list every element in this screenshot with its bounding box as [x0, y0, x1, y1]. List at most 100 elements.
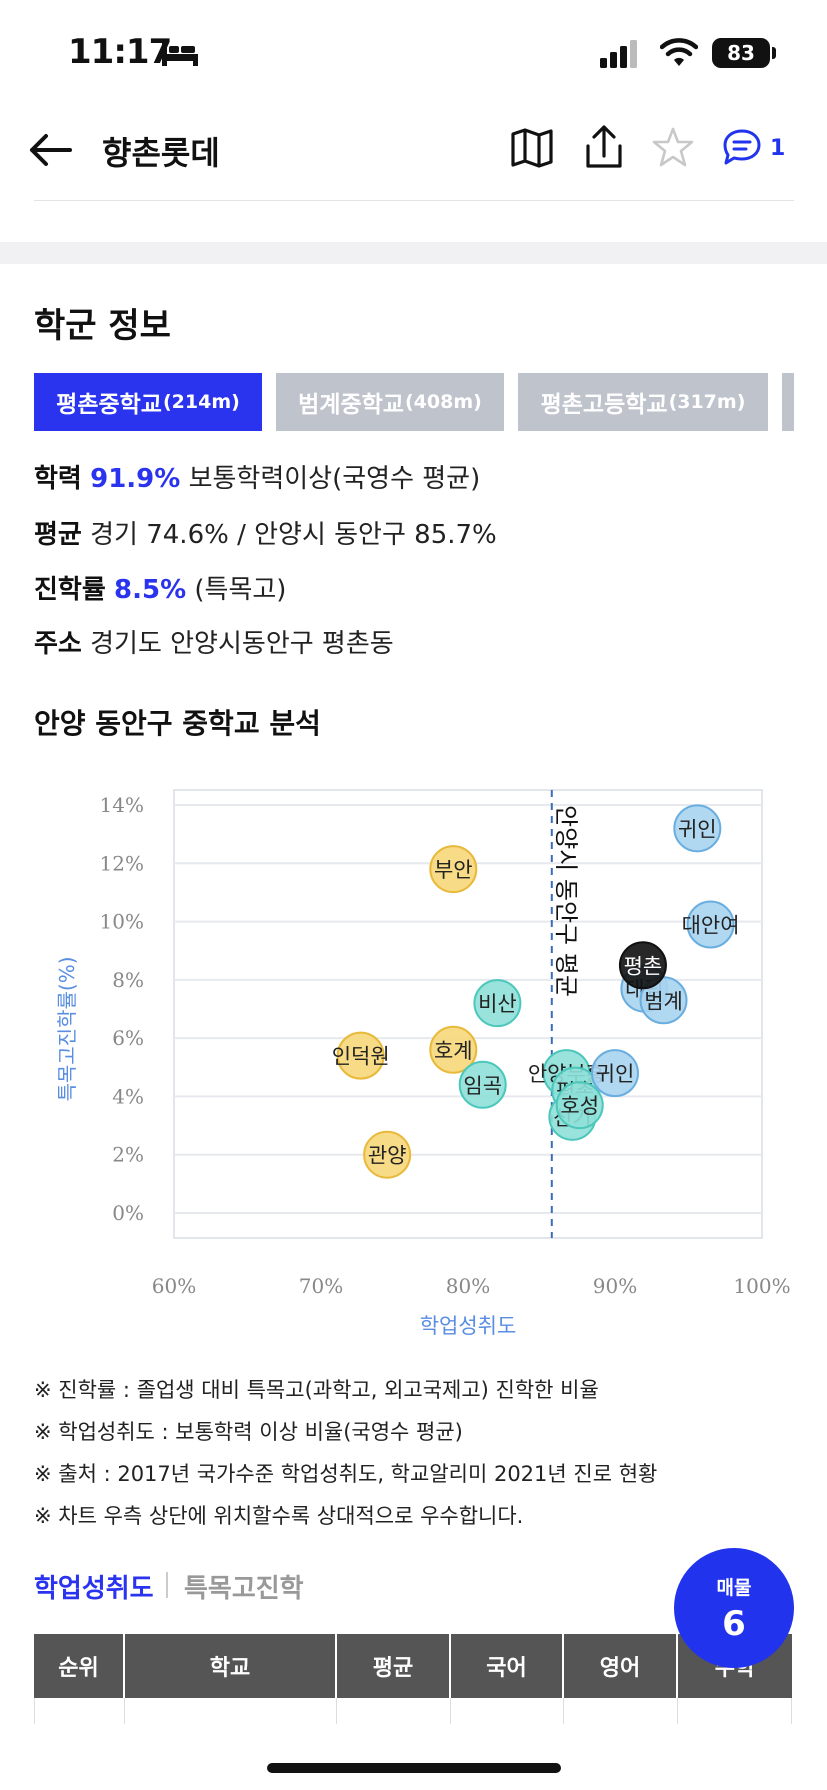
scatter-chart: 0% 2% 4% 6% 8% 10% 12% 14% 60% 70% 80% 90% 100% 안양시…	[55, 789, 791, 1338]
ranking-table: 순위 학교 평균 국어 영어 수학	[34, 1634, 792, 1724]
data-point: 평촌	[618, 941, 667, 990]
point-marker	[336, 1031, 385, 1080]
data-point: 귀인	[673, 804, 722, 853]
school-tab-pyeongchon-high[interactable]: 평촌고등학교 (317m)	[518, 373, 768, 431]
point-marker	[458, 1060, 507, 1109]
data-point: 호성	[555, 1081, 604, 1130]
x-axis-label: 학업성취도	[420, 1314, 517, 1338]
x-tick-label: 70%	[299, 1274, 343, 1298]
chat-icon[interactable]	[722, 128, 762, 170]
map-icon[interactable]	[510, 127, 554, 173]
point-marker	[673, 804, 722, 853]
data-point: 범계	[639, 976, 688, 1025]
info-desc: (특목고)	[194, 575, 287, 605]
table-cell	[678, 1698, 792, 1724]
point-label: 비산	[478, 992, 517, 1016]
data-point: 관양	[363, 1130, 412, 1179]
section-title: 학군 정보	[34, 306, 171, 346]
point-marker	[686, 900, 735, 949]
info-academic: 학력 91.9% 보통학력이상(국영수 평균)	[34, 458, 480, 495]
share-icon[interactable]	[584, 124, 624, 174]
point-label: 인덕원	[332, 1045, 390, 1069]
battery-indicator: 83	[712, 38, 770, 68]
info-label: 주소	[34, 629, 82, 659]
y-tick-label: 0%	[112, 1201, 144, 1225]
school-tab-name: 평촌중학교	[56, 392, 162, 418]
info-desc: 경기 74.6% / 안양시 동안구 85.7%	[90, 520, 497, 550]
point-marker	[363, 1130, 412, 1179]
listings-count: 6	[722, 1603, 746, 1644]
table-header-english: 영어	[564, 1634, 678, 1698]
x-tick-label: 100%	[733, 1274, 790, 1298]
school-tab-distance: (408m)	[404, 391, 482, 413]
table-cell	[451, 1698, 564, 1724]
school-tab-name: 평촌고등학교	[540, 392, 668, 418]
info-average: 평균 경기 74.6% / 안양시 동안구 85.7%	[34, 514, 497, 551]
y-tick-label: 8%	[112, 968, 144, 992]
info-advance-rate: 진학률 8.5% (특목고)	[34, 569, 286, 606]
x-tick-label: 90%	[593, 1274, 637, 1298]
x-tick-label: 80%	[446, 1274, 490, 1298]
y-tick-label: 6%	[112, 1026, 144, 1050]
chart-points: 귀인대안여부안비산호계인덕원임곡관양안양부흥평촌신기호성귀인대림범계평촌	[332, 804, 740, 1179]
battery-nub	[772, 47, 776, 59]
data-point: 대안여	[682, 900, 740, 949]
y-tick-label: 2%	[112, 1143, 144, 1167]
point-label: 귀인	[678, 817, 717, 841]
data-point: 부안	[429, 845, 478, 894]
chart-title: 안양 동안구 중학교 분석	[34, 707, 321, 740]
subtab-academic[interactable]: 학업성취도	[34, 1574, 154, 1604]
school-tab-beomgye-middle[interactable]: 범계중학교 (408m)	[276, 373, 504, 431]
point-marker	[429, 845, 478, 894]
table-row	[34, 1698, 792, 1724]
table-header-average: 평균	[337, 1634, 451, 1698]
listings-label: 매물	[716, 1576, 752, 1599]
school-tab-name: 범계중학교	[298, 392, 404, 418]
data-point: 임곡	[458, 1060, 507, 1109]
chart-note: ※ 진학률 : 졸업생 대비 특목고(과학고, 외고국제고) 진학한 비율	[34, 1378, 599, 1402]
page-title: 향촌롯데	[102, 134, 220, 172]
listings-floating-button[interactable]: 매물 6	[674, 1548, 794, 1668]
data-point: 인덕원	[332, 1031, 390, 1080]
chat-count-badge[interactable]: 1	[770, 136, 786, 161]
subtab-special-high[interactable]: 특목고진학	[184, 1574, 304, 1604]
info-label: 평균	[34, 520, 82, 550]
table-cell	[337, 1698, 451, 1724]
info-label: 학력	[34, 464, 82, 494]
home-indicator	[267, 1763, 561, 1773]
info-value: 91.9%	[90, 464, 181, 494]
reference-line-label: 안양시 동안구 평균	[552, 805, 580, 997]
data-point: 귀인	[591, 1049, 639, 1098]
x-axis-ticks: 60% 70% 80% 90% 100%	[152, 1274, 791, 1298]
school-tab-distance: (214m)	[162, 391, 240, 413]
table-header-row: 순위 학교 평균 국어 영어 수학	[34, 1634, 792, 1698]
table-cell	[125, 1698, 337, 1724]
bed-icon	[162, 42, 198, 70]
chart-note: ※ 차트 우측 상단에 위치할수록 상대적으로 우수합니다.	[34, 1504, 524, 1528]
school-tab-pyeongchon-middle[interactable]: 평촌중학교 (214m)	[34, 373, 262, 431]
point-marker	[555, 1081, 604, 1130]
point-marker	[473, 979, 522, 1028]
point-label: 호계	[434, 1039, 473, 1063]
point-label: 평촌	[624, 954, 663, 978]
point-label: 관양	[368, 1144, 407, 1168]
back-arrow-icon[interactable]	[26, 130, 74, 174]
y-tick-label: 14%	[100, 793, 144, 817]
point-label: 대안여	[682, 913, 740, 937]
chart-note: ※ 출처 : 2017년 국가수준 학업성취도, 학교알리미 2021년 진로 …	[34, 1462, 658, 1486]
table-header-korean: 국어	[451, 1634, 564, 1698]
school-tab-next[interactable]	[782, 373, 794, 431]
point-label: 귀인	[596, 1062, 635, 1086]
wifi-icon	[659, 38, 699, 72]
table-header-school: 학교	[125, 1634, 337, 1698]
info-address: 주소 경기도 안양시동안구 평촌동	[34, 623, 394, 660]
data-point: 호계	[429, 1025, 478, 1074]
data-point: 비산	[473, 979, 522, 1028]
favorite-star-icon[interactable]	[652, 126, 694, 172]
table-cell	[564, 1698, 678, 1724]
chart-note: ※ 학업성취도 : 보통학력 이상 비율(국영수 평균)	[34, 1420, 463, 1444]
point-label: 부안	[434, 858, 473, 882]
point-label: 호성	[560, 1094, 599, 1118]
y-axis-ticks: 0% 2% 4% 6% 8% 10% 12% 14%	[100, 793, 144, 1225]
section-separator	[0, 242, 827, 264]
